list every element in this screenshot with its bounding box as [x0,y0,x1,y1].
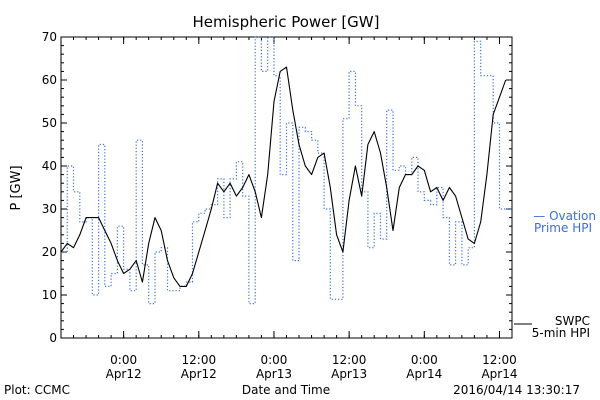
y-axis-label: P [GW] [9,165,24,210]
x-tick-date-label: Apr14 [481,367,517,381]
plot-timestamp: 2016/04/14 13:30:17 [453,383,580,397]
x-tick-time-label: 0:00 [110,353,137,367]
x-tick-date-label: Apr12 [181,367,217,381]
legend-swpc-line2: 5-min HPI [532,326,590,340]
legend-ovation-prime-hpi: — Ovation Prime HPI [533,209,596,235]
y-tick-label: 50 [42,116,57,130]
plot-area-frame [60,36,513,339]
y-axis-ticks: 0 10 20 30 40 50 60 70 [42,30,512,345]
chart-title: Hemispheric Power [GW] [193,13,380,31]
x-axis-ticks: 0:00Apr1212:00Apr120:00Apr1312:00Apr130:… [60,37,517,381]
x-tick-time-label: 0:00 [260,353,287,367]
x-tick-time-label: 0:00 [411,353,438,367]
legend-swpc-5min-hpi: SWPC 5-min HPI [514,314,590,340]
legend-ovation-line1: — Ovation [533,209,596,223]
y-tick-label: 70 [42,30,57,44]
x-tick-date-label: Apr13 [331,367,367,381]
x-tick-time-label: 12:00 [482,353,517,367]
y-tick-label: 40 [42,159,57,173]
x-tick-date-label: Apr12 [106,367,142,381]
series-group [60,36,512,305]
y-tick-label: 0 [49,331,57,345]
y-tick-label: 20 [42,245,57,259]
x-tick-time-label: 12:00 [182,353,217,367]
series-ovation-prime-hpi-line [61,36,512,305]
y-tick-label: 10 [42,288,57,302]
x-tick-date-label: Apr13 [256,367,292,381]
y-tick-label: 30 [42,202,57,216]
plot-credit: Plot: CCMC [4,383,70,397]
x-axis-label: Date and Time [242,383,330,397]
series-swpc-5min-hpi-line [60,66,507,287]
legend-swpc-line1: SWPC [555,314,590,328]
y-tick-label: 60 [42,73,57,87]
legend-ovation-line2: Prime HPI [534,221,592,235]
x-tick-time-label: 12:00 [332,353,367,367]
x-tick-date-label: Apr14 [406,367,442,381]
